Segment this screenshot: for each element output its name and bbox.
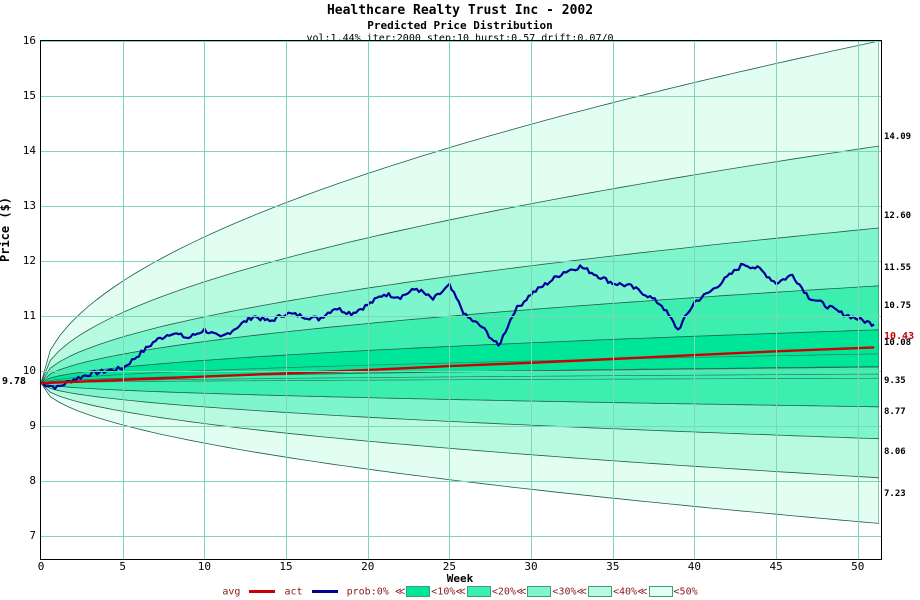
page-title: Healthcare Realty Trust Inc - 2002 <box>326 3 594 18</box>
distribution-plot <box>41 41 880 524</box>
gridline-v <box>286 41 287 559</box>
y-tick-label: 13 <box>22 199 36 213</box>
right-label-current-price: 10.43 <box>884 331 915 342</box>
y-tick-label: 9 <box>29 419 36 433</box>
gridline-h <box>41 371 881 372</box>
x-axis-label: Week <box>446 572 474 585</box>
legend-label-avg: avg <box>222 586 241 598</box>
x-tick-label: 45 <box>769 560 783 573</box>
x-tick-label: 20 <box>361 560 375 573</box>
y-tick-label: 8 <box>29 474 36 488</box>
gridline-h <box>41 261 881 262</box>
legend-swatch-band <box>648 586 673 597</box>
y-tick-label: 15 <box>22 89 36 102</box>
legend-bands: ≪ <10%≪ <20%≪ <30%≪ <40%≪ <50% <box>394 586 698 598</box>
legend-swatch-band <box>587 586 612 597</box>
y-tick-label: 16 <box>22 34 36 47</box>
right-label-band-value: 7.23 <box>884 489 906 499</box>
x-tick-label: 35 <box>606 560 620 573</box>
y-tick-label: 11 <box>22 309 36 323</box>
legend-swatch-band <box>406 586 431 597</box>
gridline-h <box>41 206 881 207</box>
legend-label-act: act <box>284 586 303 598</box>
gridline-v <box>858 41 859 559</box>
legend-swatch-band <box>527 586 552 597</box>
y-tick-label: 12 <box>22 254 36 268</box>
legend-swatch-band <box>466 586 491 597</box>
x-tick-label: 40 <box>687 560 702 573</box>
series-line-act <box>41 262 875 390</box>
band-contour-line <box>41 377 880 384</box>
chart-subtitle: Predicted Price Distribution <box>367 19 553 32</box>
x-tick-label: 10 <box>197 560 211 573</box>
legend-arrow-icon: ≪ <box>576 586 587 597</box>
x-tick-label: 0 <box>37 560 45 573</box>
y-tick-label: 14 <box>22 144 36 158</box>
gridline-h <box>41 151 881 152</box>
gridline-h <box>41 481 881 482</box>
legend-label-band: <40% <box>612 586 638 597</box>
right-label-band-value: 11.55 <box>884 263 912 273</box>
legend-label-band: <50% <box>673 586 698 597</box>
legend-swatch-avg <box>249 590 276 594</box>
start-price-label: 9.78 <box>2 376 27 388</box>
legend-swatch-act <box>311 590 338 594</box>
gridline-v <box>123 41 124 559</box>
right-label-band-value: 14.09 <box>884 132 912 142</box>
gridline-h <box>41 41 881 42</box>
gridline-h <box>41 316 881 317</box>
gridline-v <box>449 41 450 559</box>
right-label-band-value: 10.75 <box>884 301 912 311</box>
x-tick-label: 50 <box>851 560 865 573</box>
gridline-v <box>694 41 695 559</box>
x-tick-label: 15 <box>279 560 293 573</box>
right-label-band-value: 10.08 <box>884 338 912 348</box>
right-label-band-value: 8.77 <box>884 407 906 417</box>
chart-legend: avg act prob:0% ≪ <10%≪ <20%≪ <30%≪ <40%≪ <50… <box>0 586 920 598</box>
legend-label-band: <30% <box>552 586 577 597</box>
gridline-h <box>41 426 881 427</box>
x-tick-label: 30 <box>524 560 538 573</box>
gridline-h <box>41 536 881 537</box>
gridline-h <box>41 96 881 97</box>
band-contour-line <box>41 373 880 384</box>
gridline-v <box>776 41 777 559</box>
gridline-v <box>204 41 205 559</box>
legend-arrow-icon: ≪ <box>637 586 648 597</box>
gridline-v <box>368 41 369 559</box>
gridline-v <box>531 41 532 559</box>
x-tick-label: 25 <box>442 560 456 573</box>
plot-area: ©www.textbiz.org The Research Foundation… <box>40 40 882 560</box>
x-tick-label: 5 <box>119 560 126 573</box>
y-tick-label: 10 <box>22 364 36 378</box>
legend-label-prob: prob:0% <box>346 586 389 598</box>
legend-label-band: <10% <box>431 586 456 597</box>
chart-parameters: vol:1.44% iter:2000 step:10 hurst:0.57 d… <box>306 33 614 44</box>
legend-arrow-icon: ≪ <box>515 586 527 597</box>
legend-arrow-icon: ≪ <box>455 586 466 597</box>
right-label-band-value: 9.35 <box>884 376 906 386</box>
y-tick-label: 7 <box>29 529 36 543</box>
right-label-band-value: 8.06 <box>884 447 906 457</box>
right-label-band-value: 12.60 <box>884 211 912 221</box>
legend-label-band: <20% <box>491 586 516 597</box>
gridline-v <box>613 41 614 559</box>
legend-arrow-icon: ≪ <box>394 586 406 597</box>
